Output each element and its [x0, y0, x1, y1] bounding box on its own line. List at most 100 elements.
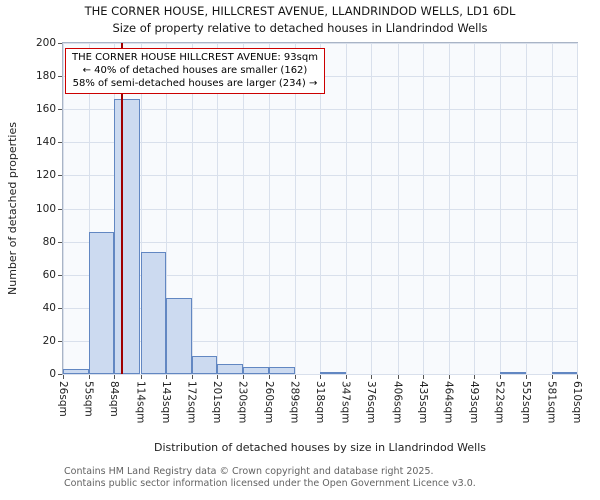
x-axis-tick-mark [551, 375, 553, 379]
y-tick-label: 0 [49, 368, 56, 380]
x-axis-tick-mark [166, 375, 167, 379]
y-axis-tick-mark [58, 43, 62, 44]
x-axis-tick-mark [63, 375, 64, 379]
y-tick-label: 20 [42, 334, 56, 347]
histogram-bar [499, 372, 526, 374]
x-axis-tick-mark [269, 375, 270, 379]
y-tick-label: 40 [42, 301, 56, 314]
y-axis-tick-mark [58, 374, 62, 375]
histogram-bar [63, 369, 89, 374]
x-axis-tick-mark [88, 375, 90, 379]
x-tick-label: 347sqm [339, 381, 352, 424]
y-axis-tick-mark [58, 340, 62, 342]
x-axis-tick-mark [397, 375, 399, 379]
y-axis-tick-mark [58, 241, 62, 243]
x-axis-tick-mark [114, 375, 115, 379]
footer-line-2: Contains public sector information licen… [64, 477, 476, 489]
horizontal-gridline [63, 109, 577, 111]
annotation-box: THE CORNER HOUSE HILLCREST AVENUE: 93sqm… [65, 48, 325, 94]
y-axis-title: Number of detached properties [6, 122, 19, 295]
y-tick-label: 140 [35, 136, 56, 149]
horizontal-gridline [63, 241, 577, 243]
x-axis-tick-mark [448, 375, 450, 379]
y-tick-label: 100 [35, 202, 56, 215]
y-axis-tick-mark [58, 175, 62, 177]
histogram-bar [114, 99, 141, 374]
histogram-bar [217, 364, 243, 374]
annotation-line-2: ← 40% of detached houses are smaller (16… [82, 65, 308, 77]
y-tick-label: 180 [35, 70, 56, 83]
histogram-bar [269, 367, 295, 374]
y-axis-tick-mark [58, 307, 62, 309]
x-axis-tick-mark [499, 375, 501, 379]
x-tick-label: 406sqm [391, 381, 404, 424]
x-axis-tick-mark [320, 375, 321, 379]
x-axis-tick-mark [217, 375, 218, 379]
x-axis-tick-mark [423, 375, 424, 379]
x-tick-label: 581sqm [545, 381, 558, 424]
y-axis-tick-mark [58, 274, 62, 276]
x-axis-tick-mark [191, 375, 193, 379]
x-tick-label: 114sqm [134, 381, 147, 424]
x-tick-label: 522sqm [493, 381, 506, 424]
y-tick-label: 120 [35, 169, 56, 182]
y-axis-tick-mark [58, 109, 62, 111]
x-tick-label: 493sqm [468, 381, 480, 424]
horizontal-gridline [63, 340, 577, 342]
x-tick-label: 172sqm [185, 381, 198, 424]
x-tick-label: 201sqm [211, 381, 223, 424]
y-tick-label: 160 [35, 103, 56, 116]
x-tick-label: 464sqm [442, 381, 455, 424]
horizontal-gridline [63, 274, 577, 276]
x-tick-label: 610sqm [571, 381, 583, 424]
y-axis-tick-mark [58, 76, 62, 78]
x-tick-label: 289sqm [288, 381, 301, 424]
chart-title: THE CORNER HOUSE, HILLCREST AVENUE, LLAN… [84, 4, 516, 18]
x-tick-label: 260sqm [263, 381, 275, 424]
x-tick-label: 84sqm [108, 381, 120, 417]
x-axis-tick-mark [345, 375, 347, 379]
x-tick-label: 143sqm [160, 381, 172, 424]
annotation-line-1: THE CORNER HOUSE HILLCREST AVENUE: 93sqm [72, 52, 318, 63]
bars-layer [63, 43, 577, 374]
x-axis-tick-mark [577, 375, 578, 379]
x-tick-label: 55sqm [82, 381, 95, 417]
x-axis-tick-mark [526, 375, 527, 379]
histogram-bar [191, 355, 217, 374]
annotation-line-3: 58% of semi-detached houses are larger (… [72, 78, 318, 90]
footer-line-1: Contains HM Land Registry data © Crown c… [64, 466, 434, 477]
histogram-bar [551, 372, 577, 374]
y-axis-tick-mark [58, 142, 62, 144]
x-tick-label: 435sqm [417, 381, 429, 424]
horizontal-gridline [63, 307, 577, 309]
x-tick-label: 376sqm [365, 381, 377, 424]
x-tick-label: 552sqm [520, 381, 532, 424]
histogram-bar [320, 372, 346, 374]
horizontal-gridline [63, 208, 577, 210]
horizontal-gridline [63, 374, 577, 375]
y-tick-label: 200 [35, 37, 56, 49]
x-tick-label: 318sqm [314, 381, 326, 424]
histogram-bar [140, 251, 166, 374]
chart-subtitle: Size of property relative to detached ho… [112, 21, 488, 35]
footer-attribution: Contains HM Land Registry data © Crown c… [64, 466, 476, 489]
x-axis-tick-mark [371, 375, 372, 379]
histogram-bar [166, 297, 192, 374]
x-tick-label: 26sqm [57, 381, 69, 417]
histogram-bar [242, 367, 269, 374]
horizontal-gridline [63, 43, 577, 44]
y-tick-label: 60 [42, 268, 56, 281]
histogram-bar [88, 231, 114, 374]
y-axis-tick-mark [58, 208, 62, 210]
horizontal-gridline [63, 175, 577, 177]
subject-size-marker-line [121, 43, 123, 374]
plot-area: THE CORNER HOUSE HILLCREST AVENUE: 93sqm… [62, 42, 578, 375]
vertical-gridline [577, 43, 578, 374]
x-axis-title: Distribution of detached houses by size … [153, 441, 487, 454]
horizontal-gridline [63, 142, 577, 144]
x-axis-tick-mark [242, 375, 244, 379]
y-tick-label: 80 [42, 235, 56, 248]
x-axis-tick-mark [140, 375, 142, 379]
x-axis-tick-mark [474, 375, 475, 379]
